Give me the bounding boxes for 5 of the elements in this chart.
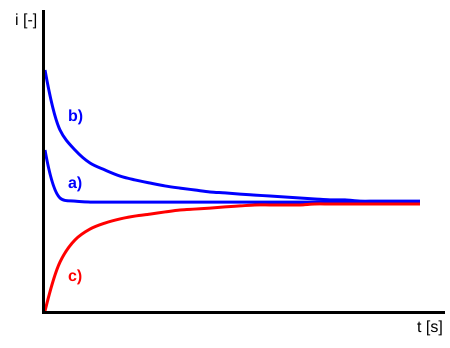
series-label: a) xyxy=(68,175,82,192)
series-label: c) xyxy=(68,268,82,285)
x-axis-title: t [s] xyxy=(417,319,443,336)
series-label: b) xyxy=(68,108,84,125)
y-axis-title: i [-] xyxy=(15,12,38,29)
